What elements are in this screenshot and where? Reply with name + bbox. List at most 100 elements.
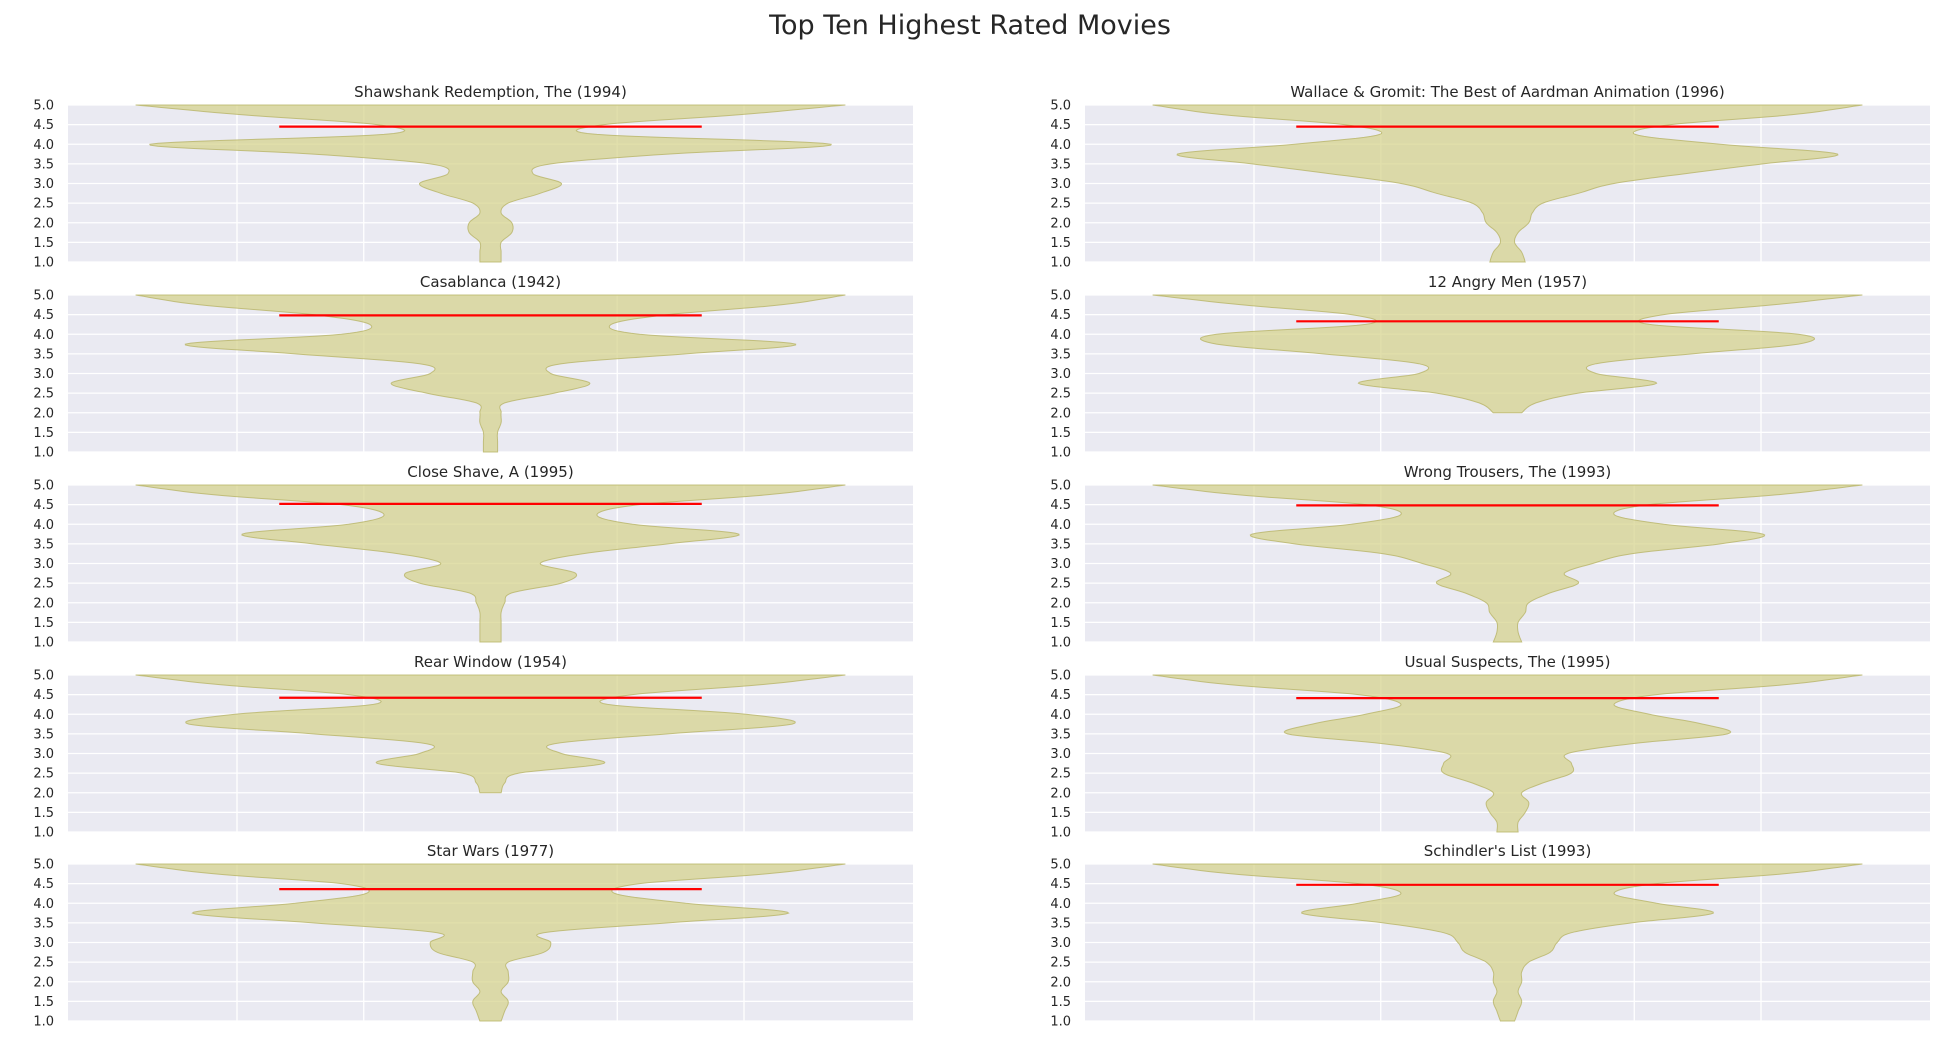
panel-title: Rear Window (1954) [414,653,567,671]
y-tick-label: 1.5 [33,236,54,251]
y-tick-label: 4.0 [33,518,54,533]
y-tick-label: 1.5 [33,995,54,1010]
y-tick-label: 5.0 [33,669,54,684]
y-tick-label: 5.0 [1050,669,1071,684]
y-tick-label: 3.5 [1050,916,1071,931]
violin-panel: 5.0 4.5 4.0 3.5 3.0 2.5 2.0 1.5 1.0 Star Wars (19… [33,842,913,1030]
violin-panel: 5.0 4.5 4.0 3.5 3.0 2.5 2.0 1.5 1.0 Rear Window (… [33,653,913,841]
y-tick-label: 4.0 [1050,138,1071,153]
panel-title: Shawshank Redemption, The (1994) [354,83,627,101]
y-tick-label: 3.0 [33,936,54,951]
violin-panel: 5.0 4.5 4.0 3.5 3.0 2.5 2.0 1.5 1.0 12 Angry Men … [1050,273,1930,461]
y-tick-label: 1.5 [1050,616,1071,631]
y-tick-label: 1.5 [1050,806,1071,821]
violin-body [135,484,846,643]
panel-title: 12 Angry Men (1957) [1428,273,1587,291]
y-tick-label: 2.5 [1050,577,1071,592]
y-tick-label: 3.5 [33,157,54,172]
y-tick-label: 2.5 [1050,767,1071,782]
y-tick-label: 3.0 [33,557,54,572]
y-tick-label: 3.5 [33,916,54,931]
panel-title: Usual Suspects, The (1995) [1404,653,1610,671]
y-tick-label: 4.5 [33,308,54,323]
violin-panel: 5.0 4.5 4.0 3.5 3.0 2.5 2.0 1.5 1.0 Wrong Trouser… [1050,463,1930,651]
y-tick-label: 4.5 [1050,308,1071,323]
y-tick-label: 2.0 [33,596,54,611]
y-tick-label: 1.0 [1050,826,1071,841]
violin-body [1152,863,1863,1022]
y-tick-label: 1.0 [33,1015,54,1030]
panel-title: Casablanca (1942) [420,273,561,291]
y-tick-label: 3.5 [33,347,54,362]
y-tick-label: 4.5 [33,877,54,892]
panel-title: Schindler's List (1993) [1424,842,1592,860]
y-tick-label: 2.5 [33,197,54,212]
y-tick-label: 4.0 [1050,328,1071,343]
y-tick-label: 2.0 [33,216,54,231]
y-tick-label: 2.5 [1050,956,1071,971]
y-tick-label: 5.0 [1050,289,1071,304]
y-tick-label: 1.5 [1050,236,1071,251]
y-tick-label: 3.5 [33,537,54,552]
violin-body [1152,484,1863,643]
y-tick-label: 1.5 [1050,995,1071,1010]
panel-title: Star Wars (1977) [427,842,554,860]
y-tick-label: 5.0 [33,289,54,304]
panel-title: Close Shave, A (1995) [407,463,573,481]
violin-body [135,294,846,453]
violin-body [135,674,846,794]
violin-body [1152,104,1863,263]
y-tick-label: 1.0 [1050,446,1071,461]
y-tick-label: 2.0 [33,975,54,990]
y-tick-label: 1.5 [33,806,54,821]
y-tick-label: 2.5 [33,956,54,971]
y-tick-label: 2.0 [1050,786,1071,801]
y-tick-label: 3.5 [1050,537,1071,552]
panel-title: Wallace & Gromit: The Best of Aardman An… [1290,83,1724,101]
y-tick-label: 4.5 [33,118,54,133]
y-tick-label: 1.5 [1050,426,1071,441]
figure-title: Top Ten Highest Rated Movies [768,10,1171,41]
y-tick-label: 3.0 [1050,557,1071,572]
y-tick-label: 2.5 [1050,197,1071,212]
violin-panel: 5.0 4.5 4.0 3.5 3.0 2.5 2.0 1.5 1.0 Casablanca (1… [33,273,913,461]
y-tick-label: 3.5 [1050,157,1071,172]
y-tick-label: 2.5 [33,387,54,402]
y-tick-label: 1.0 [33,256,54,271]
y-tick-label: 4.5 [33,498,54,513]
y-tick-label: 3.0 [33,367,54,382]
y-tick-label: 4.0 [1050,897,1071,912]
y-tick-label: 4.0 [1050,708,1071,723]
y-tick-label: 2.0 [1050,596,1071,611]
y-tick-label: 2.0 [33,406,54,421]
y-tick-label: 1.0 [33,446,54,461]
y-tick-label: 3.5 [1050,727,1071,742]
y-tick-label: 2.0 [1050,406,1071,421]
violin-panel: 5.0 4.5 4.0 3.5 3.0 2.5 2.0 1.5 1.0 Wallace & Gro… [1050,83,1930,271]
y-tick-label: 3.0 [1050,367,1071,382]
y-tick-label: 3.0 [33,747,54,762]
y-tick-label: 1.0 [1050,1015,1071,1030]
y-tick-label: 2.5 [33,767,54,782]
violin-body [135,104,846,263]
panels: 5.0 4.5 4.0 3.5 3.0 2.5 2.0 1.5 1.0 Shawshank Red… [33,83,1930,1030]
y-tick-label: 2.5 [33,577,54,592]
y-tick-label: 1.5 [33,426,54,441]
y-tick-label: 5.0 [33,99,54,114]
violin-panel: 5.0 4.5 4.0 3.5 3.0 2.5 2.0 1.5 1.0 Schindler's L… [1050,842,1930,1030]
y-tick-label: 3.5 [1050,347,1071,362]
y-tick-label: 4.5 [1050,688,1071,703]
y-tick-label: 5.0 [1050,99,1071,114]
y-tick-label: 4.0 [1050,518,1071,533]
y-tick-label: 4.5 [1050,877,1071,892]
y-tick-label: 1.0 [1050,636,1071,651]
violin-body [1152,294,1863,414]
y-tick-label: 5.0 [33,858,54,873]
y-tick-label: 4.5 [1050,498,1071,513]
violin-panel: 5.0 4.5 4.0 3.5 3.0 2.5 2.0 1.5 1.0 Usual Suspect… [1050,653,1930,841]
y-tick-label: 1.5 [33,616,54,631]
panel-title: Wrong Trousers, The (1993) [1404,463,1612,481]
violin-panel: 5.0 4.5 4.0 3.5 3.0 2.5 2.0 1.5 1.0 Close Shave, … [33,463,913,651]
y-tick-label: 2.0 [1050,975,1071,990]
